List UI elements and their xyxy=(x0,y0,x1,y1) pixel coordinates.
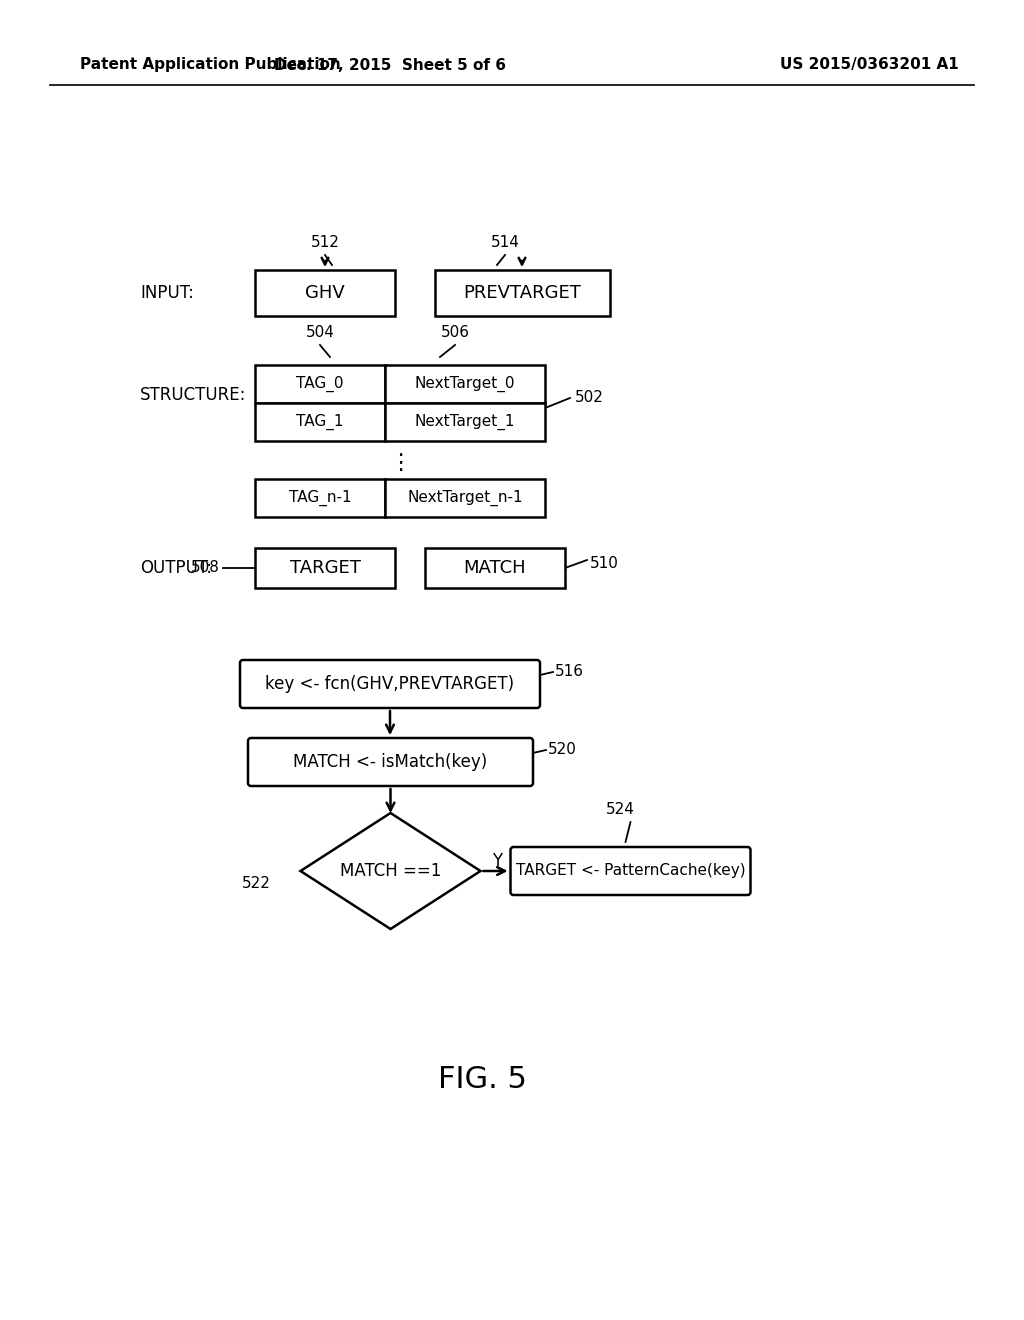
Bar xyxy=(255,548,395,587)
Text: Y: Y xyxy=(493,851,503,870)
Bar xyxy=(435,271,610,315)
Polygon shape xyxy=(300,813,480,929)
Bar xyxy=(385,403,545,441)
Bar xyxy=(255,271,395,315)
Bar xyxy=(385,479,545,517)
Text: STRUCTURE:: STRUCTURE: xyxy=(140,385,247,404)
FancyBboxPatch shape xyxy=(511,847,751,895)
Text: 504: 504 xyxy=(305,325,335,341)
Text: Patent Application Publication: Patent Application Publication xyxy=(80,58,341,73)
FancyBboxPatch shape xyxy=(240,660,540,708)
Text: MATCH ==1: MATCH ==1 xyxy=(340,862,441,880)
Text: NextTarget_1: NextTarget_1 xyxy=(415,414,515,430)
Bar xyxy=(255,366,385,403)
Text: FIG. 5: FIG. 5 xyxy=(437,1065,526,1094)
Text: NextTarget_0: NextTarget_0 xyxy=(415,376,515,392)
Text: TARGET: TARGET xyxy=(290,558,360,577)
Text: key <- fcn(GHV,PREVTARGET): key <- fcn(GHV,PREVTARGET) xyxy=(265,675,515,693)
Text: 520: 520 xyxy=(548,742,577,758)
Text: 512: 512 xyxy=(310,235,339,249)
Bar xyxy=(255,479,385,517)
Text: ⋮: ⋮ xyxy=(389,453,411,473)
Text: MATCH <- isMatch(key): MATCH <- isMatch(key) xyxy=(293,752,487,771)
Bar xyxy=(385,366,545,403)
Text: OUTPUT:: OUTPUT: xyxy=(140,558,212,577)
Text: TAG_0: TAG_0 xyxy=(296,376,344,392)
Bar xyxy=(425,548,565,587)
Text: US 2015/0363201 A1: US 2015/0363201 A1 xyxy=(780,58,958,73)
Text: INPUT:: INPUT: xyxy=(140,284,194,302)
Text: NextTarget_n-1: NextTarget_n-1 xyxy=(408,490,523,506)
FancyBboxPatch shape xyxy=(248,738,534,785)
Text: 524: 524 xyxy=(606,803,635,817)
Text: 506: 506 xyxy=(440,325,469,341)
Text: 508: 508 xyxy=(191,561,220,576)
Text: PREVTARGET: PREVTARGET xyxy=(464,284,582,302)
Text: MATCH: MATCH xyxy=(464,558,526,577)
Bar xyxy=(255,403,385,441)
Text: 514: 514 xyxy=(490,235,519,249)
Text: TARGET <- PatternCache(key): TARGET <- PatternCache(key) xyxy=(516,863,745,879)
Text: TAG_n-1: TAG_n-1 xyxy=(289,490,351,506)
Text: Dec. 17, 2015  Sheet 5 of 6: Dec. 17, 2015 Sheet 5 of 6 xyxy=(274,58,506,73)
Text: TAG_1: TAG_1 xyxy=(296,414,344,430)
Text: GHV: GHV xyxy=(305,284,345,302)
Text: 516: 516 xyxy=(555,664,584,680)
Text: 522: 522 xyxy=(242,875,270,891)
Text: 502: 502 xyxy=(575,391,604,405)
Text: 510: 510 xyxy=(590,556,618,570)
